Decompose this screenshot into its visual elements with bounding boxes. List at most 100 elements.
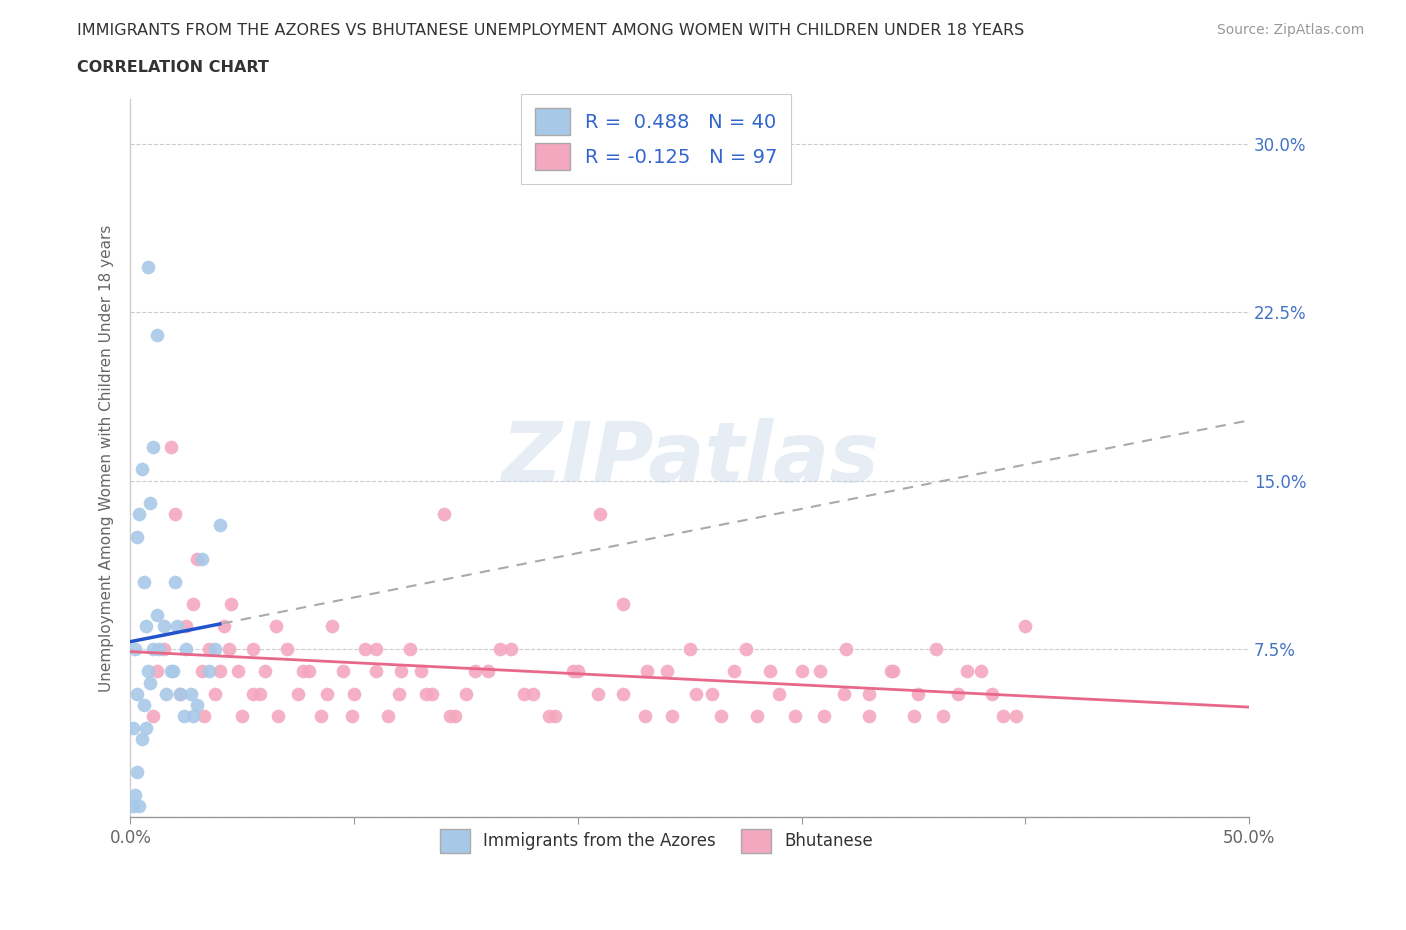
Point <box>159 664 181 679</box>
Point <box>700 686 723 701</box>
Point <box>186 698 208 712</box>
Point <box>411 664 433 679</box>
Y-axis label: Unemployment Among Women with Children Under 18 years: Unemployment Among Women with Children U… <box>100 224 114 692</box>
Point <box>197 642 219 657</box>
Point <box>858 709 880 724</box>
Point <box>148 642 170 657</box>
Point <box>249 686 271 701</box>
Point <box>135 619 157 634</box>
Point <box>522 686 544 701</box>
Point <box>139 675 162 690</box>
Point <box>925 642 948 657</box>
Point <box>165 574 187 589</box>
Point <box>166 619 188 634</box>
Point <box>454 686 477 701</box>
Point <box>159 439 181 454</box>
Point <box>146 608 169 623</box>
Point <box>634 709 657 724</box>
Point <box>1005 709 1028 724</box>
Point <box>136 664 159 679</box>
Point <box>956 664 979 679</box>
Point <box>146 664 169 679</box>
Point <box>186 551 208 566</box>
Point <box>162 664 184 679</box>
Point <box>433 507 456 522</box>
Point <box>759 664 782 679</box>
Point <box>125 765 148 780</box>
Point <box>242 686 264 701</box>
Point <box>723 664 745 679</box>
Point <box>121 799 143 814</box>
Point <box>264 619 287 634</box>
Point <box>155 686 177 701</box>
Point <box>422 686 444 701</box>
Point <box>685 686 707 701</box>
Point <box>589 507 612 522</box>
Point <box>142 642 165 657</box>
Point <box>131 731 153 746</box>
Point <box>218 642 240 657</box>
Point <box>125 529 148 544</box>
Point <box>477 664 499 679</box>
Point <box>657 664 679 679</box>
Point <box>180 686 202 701</box>
Point <box>191 551 214 566</box>
Point <box>537 709 560 724</box>
Point <box>287 686 309 701</box>
Point <box>181 597 204 612</box>
Point <box>907 686 929 701</box>
Point <box>208 664 231 679</box>
Point <box>835 642 858 657</box>
Point <box>131 462 153 477</box>
Point <box>132 574 155 589</box>
Point <box>389 664 412 679</box>
Point <box>165 507 187 522</box>
Point <box>636 664 658 679</box>
Point <box>567 664 589 679</box>
Point <box>903 709 925 724</box>
Point <box>204 686 226 701</box>
Point <box>783 709 806 724</box>
Point <box>125 686 148 701</box>
Point <box>710 709 733 724</box>
Point <box>208 518 231 533</box>
Point <box>513 686 536 701</box>
Point <box>679 642 702 657</box>
Point <box>366 642 388 657</box>
Point <box>253 664 276 679</box>
Point <box>499 642 522 657</box>
Point <box>321 619 343 634</box>
Point <box>309 709 332 724</box>
Point <box>204 642 226 657</box>
Point <box>242 642 264 657</box>
Text: ZIPatlas: ZIPatlas <box>501 418 879 498</box>
Point <box>980 686 1002 701</box>
Point <box>439 709 461 724</box>
Point <box>880 664 903 679</box>
Point <box>562 664 585 679</box>
Point <box>276 642 298 657</box>
Point <box>488 642 510 657</box>
Point <box>858 686 880 701</box>
Point <box>169 686 191 701</box>
Point <box>354 642 377 657</box>
Point <box>882 664 904 679</box>
Point <box>1014 619 1036 634</box>
Point <box>808 664 831 679</box>
Point <box>813 709 835 724</box>
Point <box>399 642 422 657</box>
Point <box>219 597 242 612</box>
Point <box>464 664 486 679</box>
Point <box>135 720 157 735</box>
Point <box>174 619 197 634</box>
Point <box>231 709 253 724</box>
Point <box>544 709 567 724</box>
Point <box>734 642 756 657</box>
Point <box>267 709 290 724</box>
Point <box>790 664 813 679</box>
Point <box>377 709 399 724</box>
Point <box>832 686 855 701</box>
Point <box>174 642 197 657</box>
Point <box>969 664 991 679</box>
Point <box>661 709 683 724</box>
